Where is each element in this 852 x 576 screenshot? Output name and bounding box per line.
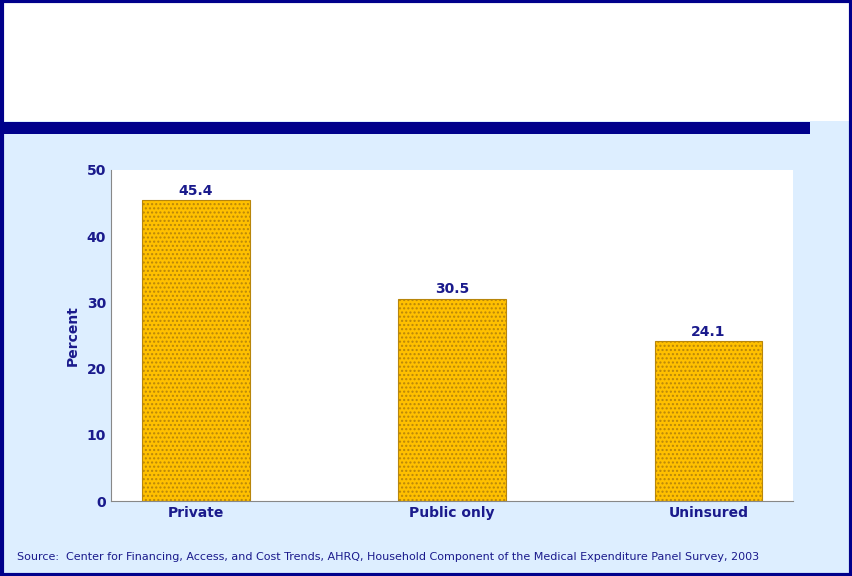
Text: 45.4: 45.4 — [178, 184, 213, 198]
Bar — [653, 342, 762, 501]
Bar — [141, 200, 250, 501]
Text: ✦: ✦ — [27, 48, 50, 76]
Bar — [398, 299, 505, 501]
Text: coverage status,  2003: coverage status, 2003 — [393, 92, 617, 110]
Text: AHRQ: AHRQ — [93, 32, 142, 47]
Text: 30.5: 30.5 — [435, 282, 469, 297]
Y-axis label: Percent: Percent — [66, 305, 79, 366]
Text: Figure 7. Children ages 2–17 experiencing barriers to: Figure 7. Children ages 2–17 experiencin… — [244, 24, 766, 41]
Text: Source:  Center for Financing, Access, and Cost Trends, AHRQ, Household Componen: Source: Center for Financing, Access, an… — [17, 552, 758, 562]
Text: 24.1: 24.1 — [690, 325, 725, 339]
Text: Advancing
Excellence in
Health Care: Advancing Excellence in Health Care — [95, 65, 141, 87]
Text: dental care based on affordability, by insurance: dental care based on affordability, by i… — [269, 58, 740, 75]
Bar — [4, 5, 80, 120]
